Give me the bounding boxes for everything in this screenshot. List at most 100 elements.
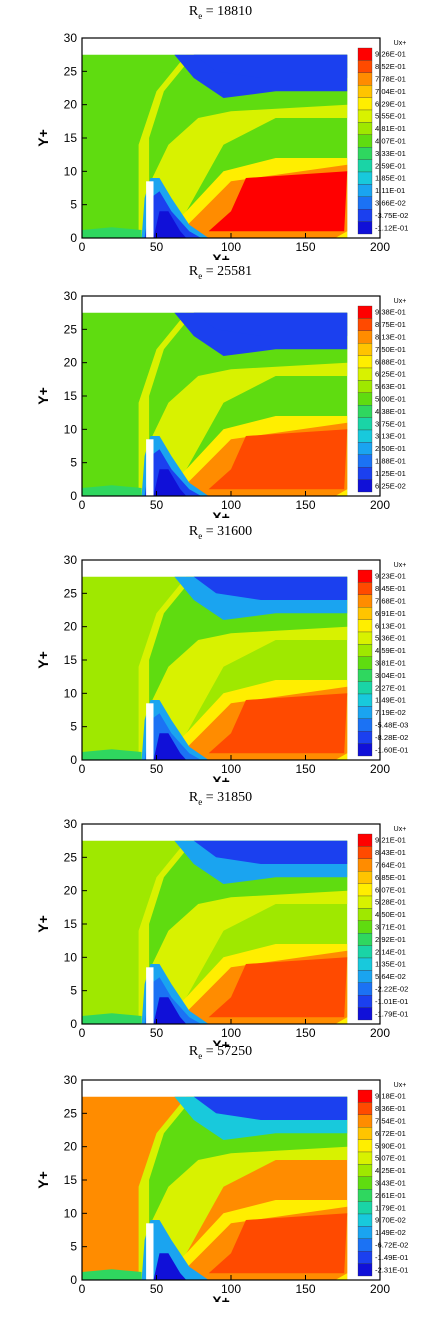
x-tick-label: 150: [295, 762, 315, 776]
legend-title: Ux+: [394, 1082, 407, 1089]
legend-swatch: [357, 47, 373, 61]
legend-label: -1.79E-01: [375, 1009, 408, 1018]
legend-label: 1.88E-01: [375, 457, 406, 466]
legend-label: 9.18E-01: [375, 1092, 406, 1101]
y-tick-label: 15: [64, 389, 78, 403]
legend-swatch: [357, 693, 373, 707]
y-tick-label: 5: [70, 984, 77, 998]
legend-label: 4.25E-01: [375, 1166, 406, 1175]
x-tick-label: 200: [370, 240, 390, 254]
legend-swatch: [357, 122, 373, 135]
legend-swatch: [357, 1263, 373, 1277]
legend-label: 7.04E-01: [375, 87, 406, 96]
legend-swatch: [357, 72, 373, 86]
legend-title: Ux+: [394, 40, 407, 47]
legend-label: 8.75E-01: [375, 320, 406, 329]
legend-swatch: [357, 945, 373, 959]
obstacle: [146, 439, 154, 496]
legend-label: 5.07E-01: [375, 1154, 406, 1163]
legend-swatch: [357, 1201, 373, 1215]
legend-label: 3.71E-01: [375, 923, 406, 932]
y-tick-label: 0: [70, 231, 77, 245]
x-tick-label: 0: [79, 498, 86, 512]
contour-plot: 0 50 100 150 200 0 5 10 15 20 25 30 X+ Y+ Ux+ 9.18E-01 8…: [35, 1073, 408, 1302]
contour-upper-core: [193, 840, 348, 864]
y-tick-label: 10: [64, 422, 78, 436]
contour-core: [208, 693, 348, 754]
legend-swatch: [357, 159, 373, 173]
x-axis-label: X+: [212, 251, 230, 260]
obstacle: [146, 181, 154, 238]
legend-label: 8.52E-01: [375, 62, 406, 71]
legend-swatch: [357, 392, 373, 406]
legend-swatch: [357, 933, 373, 946]
legend-label: 3.81E-01: [375, 659, 406, 668]
legend-label: 1.11E-01: [375, 186, 405, 195]
contour-upper-core: [193, 576, 348, 600]
x-tick-label: 50: [150, 1282, 164, 1296]
legend-label: 5.63E-01: [375, 382, 406, 391]
y-tick-label: 20: [64, 620, 78, 634]
legend-swatch: [357, 405, 373, 418]
x-tick-label: 200: [370, 1282, 390, 1296]
legend-swatch: [357, 147, 373, 160]
contour-field: [82, 840, 348, 1024]
legend-swatch: [357, 1238, 373, 1252]
contour-plot: 0 50 100 150 200 0 5 10 15 20 25 30 X+ Y+ Ux+ 9.21E-01 8…: [35, 817, 408, 1046]
y-tick-label: 30: [64, 817, 78, 831]
legend-swatch: [357, 209, 373, 222]
legend-swatch: [357, 582, 373, 595]
y-tick-label: 25: [64, 322, 78, 336]
y-tick-label: 20: [64, 98, 78, 112]
x-tick-label: 0: [79, 240, 86, 254]
obstacle: [146, 703, 154, 760]
legend-label: 2.50E-01: [375, 444, 406, 453]
legend-title: Ux+: [394, 298, 407, 305]
y-tick-label: 0: [70, 1273, 77, 1287]
legend-swatch: [357, 355, 373, 369]
panel-title: Re = 25581: [0, 264, 441, 284]
y-tick-label: 30: [64, 289, 78, 303]
legend-swatch: [357, 1251, 373, 1264]
title-value: = 25581: [202, 264, 253, 279]
y-tick-label: 25: [64, 850, 78, 864]
legend-label: -6.72E-02: [375, 1241, 408, 1250]
legend-swatch: [357, 731, 373, 744]
legend-swatch: [357, 1164, 373, 1177]
legend-swatch: [357, 380, 373, 393]
y-tick-label: 15: [64, 917, 78, 931]
title-value: = 31600: [202, 524, 253, 539]
legend-swatch: [357, 196, 373, 210]
title-value: = 18810: [202, 4, 253, 19]
legend-swatch: [357, 982, 373, 996]
contour-wall: [82, 227, 142, 238]
legend-label: 7.68E-01: [375, 597, 406, 606]
legend-label: 6.13E-01: [375, 621, 406, 630]
x-tick-label: 0: [79, 1282, 86, 1296]
legend-label: -1.60E-01: [375, 745, 408, 754]
y-axis-label: Y+: [35, 1171, 51, 1189]
y-tick-label: 5: [70, 720, 77, 734]
legend-swatch: [357, 1226, 373, 1239]
y-tick-label: 15: [64, 131, 78, 145]
legend-swatch: [357, 429, 373, 443]
x-tick-label: 100: [221, 498, 241, 512]
contour-upper-core: [193, 54, 348, 78]
legend-label: 3.33E-01: [375, 149, 406, 158]
legend-label: 8.13E-01: [375, 333, 406, 342]
legend-label: 2.61E-01: [375, 1191, 406, 1200]
legend-label: 1.25E-01: [375, 469, 406, 478]
legend-swatch: [357, 858, 373, 872]
legend-swatch: [357, 995, 373, 1008]
legend-swatch: [357, 833, 373, 847]
obstacle: [146, 1223, 154, 1280]
x-tick-label: 200: [370, 498, 390, 512]
y-tick-label: 10: [64, 686, 78, 700]
legend-swatch: [357, 1114, 373, 1128]
legend-swatch: [357, 607, 373, 620]
legend-label: 5.64E-02: [375, 972, 406, 981]
legend-swatch: [357, 60, 373, 73]
panel-title: Re = 31600: [0, 524, 441, 544]
legend-swatch: [357, 184, 373, 197]
